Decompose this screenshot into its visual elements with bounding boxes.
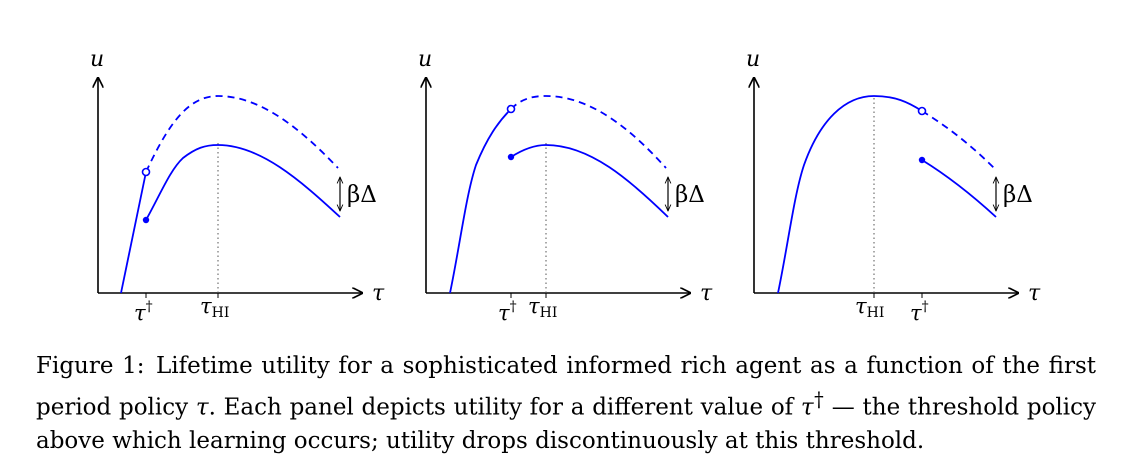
utility-without-learning-dashed	[921, 110, 995, 169]
caption-text-3: — the threshold policy above which learn…	[36, 394, 1097, 454]
panel-2: u τ τ† τHI βΔ	[418, 47, 713, 325]
gap-label: βΔ	[675, 182, 705, 208]
utility-with-learning-curve	[921, 159, 997, 218]
y-axis-label: u	[746, 47, 760, 72]
utility-rising-segment	[449, 108, 512, 294]
y-axis-label: u	[418, 47, 432, 72]
utility-with-learning-curve	[510, 144, 669, 218]
gap-label: βΔ	[1003, 182, 1033, 208]
tick-label-tau-hi: τHI	[855, 294, 884, 321]
tick-label-tau-hi: τHI	[200, 294, 229, 321]
caption-dagger: †	[813, 388, 825, 411]
panel-1: u τ τ† τHI βΔ	[90, 47, 385, 325]
x-axis-label: τ	[700, 281, 713, 306]
gap-label: βΔ	[347, 182, 377, 208]
closed-endpoint	[507, 153, 515, 161]
utility-rising-segment	[120, 171, 147, 294]
utility-with-learning-curve	[145, 144, 341, 221]
caption-tau-dagger: τ	[800, 394, 814, 421]
x-axis-label: τ	[1028, 281, 1041, 306]
caption-text-1: Lifetime utility for a sophisticated inf…	[36, 353, 1097, 421]
utility-rising-segment	[777, 95, 923, 294]
tick-label-tau-hi: τHI	[528, 294, 557, 321]
open-endpoint	[141, 167, 151, 177]
y-axis-label: u	[90, 47, 104, 72]
tick-label-tau-dagger: τ†	[498, 299, 517, 325]
utility-without-learning-dashed	[510, 95, 667, 169]
caption-tau: τ	[195, 394, 209, 421]
open-endpoint	[506, 104, 516, 114]
x-axis-label: τ	[372, 281, 385, 306]
caption-text-2: . Each panel depicts utility for a diffe…	[208, 394, 801, 421]
closed-endpoint	[918, 156, 926, 164]
open-endpoint	[917, 106, 927, 116]
closed-endpoint	[142, 216, 150, 224]
utility-without-learning-dashed	[145, 95, 339, 173]
tick-label-tau-dagger: τ†	[910, 299, 929, 325]
figure-caption: Figure 1: Lifetime utility for a sophist…	[36, 350, 1096, 458]
tick-label-tau-dagger: τ†	[134, 299, 153, 325]
caption-label: Figure 1:	[36, 353, 145, 379]
figure-panels: u τ τ† τHI βΔ u τ τ† τHI	[90, 47, 1041, 325]
panel-3: u τ τHI τ† βΔ	[746, 47, 1041, 325]
